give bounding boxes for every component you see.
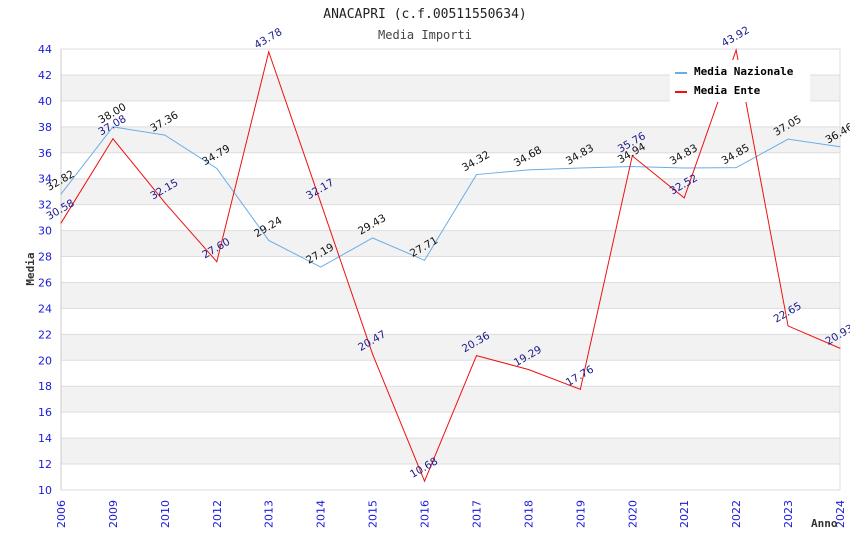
data-point [839, 347, 841, 349]
grid-lines [60, 48, 841, 491]
y-tick-label: 36 [38, 147, 52, 160]
data-point [787, 325, 789, 327]
data-label: 43.92 [720, 24, 752, 49]
grid-band [61, 386, 840, 413]
series-group [60, 48, 841, 483]
x-tick-label: 2024 [834, 500, 847, 528]
legend-label-media-ente: Media Ente [694, 84, 761, 97]
x-tick-label: 2016 [419, 500, 432, 528]
x-tick-label: 2022 [730, 500, 743, 528]
data-point [475, 355, 477, 357]
x-tick-label: 2006 [55, 500, 68, 528]
x-tick-label: 2023 [782, 500, 795, 528]
grid-band [61, 126, 840, 153]
data-point [631, 166, 633, 168]
data-point [112, 126, 114, 128]
x-tick-label: 2014 [315, 500, 328, 528]
data-point [683, 197, 685, 199]
x-axis-label: Anno [811, 517, 838, 530]
y-tick-label: 42 [38, 69, 52, 82]
data-point [787, 138, 789, 140]
y-tick-label: 14 [38, 432, 52, 445]
grid-band [61, 282, 840, 309]
x-tick-label: 2018 [522, 500, 535, 528]
y-tick-label: 16 [38, 406, 52, 419]
data-point [216, 167, 218, 169]
x-tick-label: 2013 [263, 500, 276, 528]
y-axis-label: Media [24, 252, 37, 285]
data-point [424, 259, 426, 261]
x-tick-label: 2015 [367, 500, 380, 528]
chart-title: ANACAPRI (c.f.00511550634) [323, 7, 527, 22]
data-point [683, 167, 685, 169]
data-point [164, 202, 166, 204]
data-point [839, 146, 841, 148]
chart-subtitle: Media Importi [378, 28, 472, 42]
data-point [475, 174, 477, 176]
data-point [216, 261, 218, 263]
grid-bands [60, 48, 841, 491]
data-point [579, 167, 581, 169]
y-tick-label: 28 [38, 251, 52, 264]
y-tick-label: 26 [38, 276, 52, 289]
data-point [60, 193, 62, 195]
x-tick-label: 2021 [678, 500, 691, 528]
grid-band [61, 178, 840, 205]
y-tick-label: 12 [38, 458, 52, 471]
y-tick-label: 30 [38, 225, 52, 238]
legend-box [670, 60, 810, 102]
grid-band [61, 230, 840, 257]
grid-band [61, 438, 840, 465]
y-axis-ticks: 10 12 14 16 18 20 22 24 26 28 30 32 34 36 38 40 42 44 [38, 43, 52, 497]
data-point [527, 169, 529, 171]
data-point [631, 155, 633, 157]
series-line-media-ente [60, 48, 841, 483]
y-tick-label: 20 [38, 354, 52, 367]
data-point [268, 239, 270, 241]
grid-band [61, 334, 840, 361]
data-point [164, 134, 166, 136]
y-tick-label: 34 [38, 173, 52, 186]
series-line-media-nazionale [60, 126, 841, 268]
x-tick-label: 2010 [159, 500, 172, 528]
y-tick-label: 24 [38, 302, 52, 315]
x-axis-ticks: 2006 2009 2010 2012 2013 2014 2015 2016 2017 2018… [55, 500, 847, 528]
data-point [268, 51, 270, 53]
y-tick-label: 22 [38, 328, 52, 341]
data-point [372, 237, 374, 239]
y-tick-label: 18 [38, 380, 52, 393]
data-point [372, 353, 374, 355]
data-point [735, 49, 737, 51]
legend-label-media-nazionale: Media Nazionale [694, 65, 794, 78]
x-tick-label: 2012 [211, 500, 224, 528]
plot-area [60, 48, 841, 491]
data-point [527, 369, 529, 371]
y-tick-label: 38 [38, 121, 52, 134]
data-point [112, 138, 114, 140]
y-tick-label: 10 [38, 484, 52, 497]
y-tick-label: 40 [38, 95, 52, 108]
legend: Media Nazionale Media Ente [670, 60, 810, 102]
y-tick-label: 44 [38, 43, 52, 56]
data-point [735, 167, 737, 169]
data-point [320, 201, 322, 203]
x-tick-label: 2017 [470, 500, 483, 528]
x-tick-label: 2009 [107, 500, 120, 528]
data-point [579, 388, 581, 390]
data-point [320, 266, 322, 268]
data-point [60, 222, 62, 224]
data-label: 43.78 [252, 26, 284, 51]
x-tick-label: 2020 [626, 500, 639, 528]
data-point [424, 480, 426, 482]
y-tick-label: 32 [38, 199, 52, 212]
x-tick-label: 2019 [574, 500, 587, 528]
